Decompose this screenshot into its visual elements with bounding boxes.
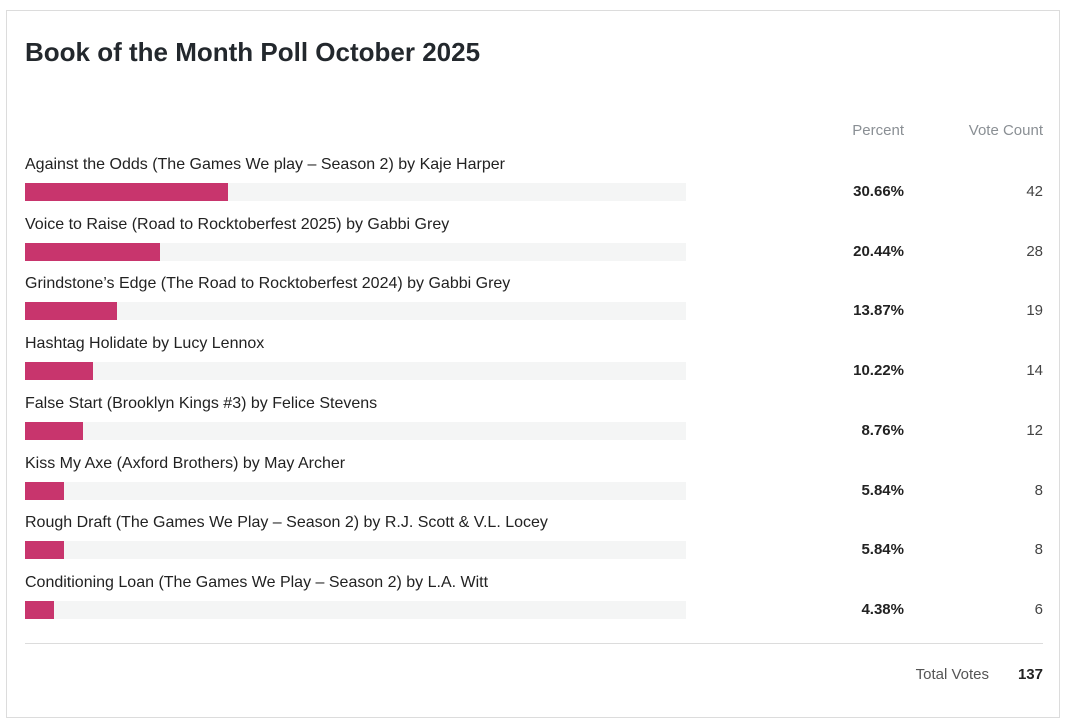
poll-bar — [25, 601, 54, 619]
poll-vote-count: 19 — [1026, 302, 1043, 319]
poll-result-row: Rough Draft (The Games We Play – Season … — [0, 513, 1068, 569]
poll-bar — [25, 422, 83, 440]
poll-bar — [25, 362, 93, 380]
poll-option-label: Hashtag Holidate by Lucy Lennox — [25, 335, 265, 352]
percent-column-header: Percent — [852, 122, 904, 139]
poll-bar — [25, 183, 228, 201]
poll-vote-count: 28 — [1026, 243, 1043, 260]
poll-bar — [25, 482, 64, 500]
poll-percent-label: 5.84% — [861, 482, 904, 499]
poll-bar-track — [25, 422, 686, 440]
poll-bar-track — [25, 482, 686, 500]
poll-option-label: Kiss My Axe (Axford Brothers) by May Arc… — [25, 455, 346, 472]
poll-option-label: False Start (Brooklyn Kings #3) by Felic… — [25, 395, 378, 412]
poll-percent-label: 5.84% — [861, 541, 904, 558]
poll-bar-track — [25, 541, 686, 559]
poll-option-label: Voice to Raise (Road to Rocktoberfest 20… — [25, 216, 450, 233]
poll-vote-count: 14 — [1026, 362, 1043, 379]
poll-bar — [25, 243, 160, 261]
poll-bar-track — [25, 362, 686, 380]
poll-results-list: Against the Odds (The Games We play – Se… — [0, 155, 1068, 629]
poll-percent-label: 4.38% — [861, 601, 904, 618]
poll-vote-count: 8 — [1034, 541, 1043, 558]
poll-result-row: Grindstone’s Edge (The Road to Rocktober… — [0, 274, 1068, 330]
poll-result-row: Voice to Raise (Road to Rocktoberfest 20… — [0, 215, 1068, 271]
poll-vote-count: 8 — [1034, 482, 1043, 499]
poll-result-row: Kiss My Axe (Axford Brothers) by May Arc… — [0, 454, 1068, 510]
vote-count-column-header: Vote Count — [968, 122, 1043, 139]
poll-vote-count: 12 — [1026, 422, 1043, 439]
poll-bar-track — [25, 183, 686, 201]
poll-vote-count: 6 — [1034, 601, 1043, 618]
poll-option-label: Grindstone’s Edge (The Road to Rocktober… — [25, 275, 511, 292]
poll-vote-count: 42 — [1026, 183, 1043, 200]
poll-percent-label: 13.87% — [853, 302, 904, 319]
poll-percent-label: 20.44% — [853, 243, 904, 260]
poll-bar — [25, 541, 64, 559]
total-votes-label: Total Votes — [915, 666, 989, 683]
poll-percent-label: 10.22% — [853, 362, 904, 379]
poll-result-row: Against the Odds (The Games We play – Se… — [0, 155, 1068, 211]
poll-option-label: Conditioning Loan (The Games We Play – S… — [25, 574, 489, 591]
divider — [25, 643, 1043, 644]
poll-result-row: False Start (Brooklyn Kings #3) by Felic… — [0, 394, 1068, 450]
poll-option-label: Against the Odds (The Games We play – Se… — [25, 156, 505, 173]
poll-bar-track — [25, 601, 686, 619]
poll-bar-track — [25, 243, 686, 261]
poll-percent-label: 8.76% — [861, 422, 904, 439]
poll-percent-label: 30.66% — [853, 183, 904, 200]
poll-bar — [25, 302, 117, 320]
poll-bar-track — [25, 302, 686, 320]
poll-title: Book of the Month Poll October 2025 — [25, 37, 481, 67]
poll-result-row: Conditioning Loan (The Games We Play – S… — [0, 573, 1068, 629]
poll-result-row: Hashtag Holidate by Lucy Lennox 10.22% 14 — [0, 334, 1068, 390]
poll-option-label: Rough Draft (The Games We Play – Season … — [25, 514, 548, 531]
total-votes-value: 137 — [1017, 666, 1043, 683]
